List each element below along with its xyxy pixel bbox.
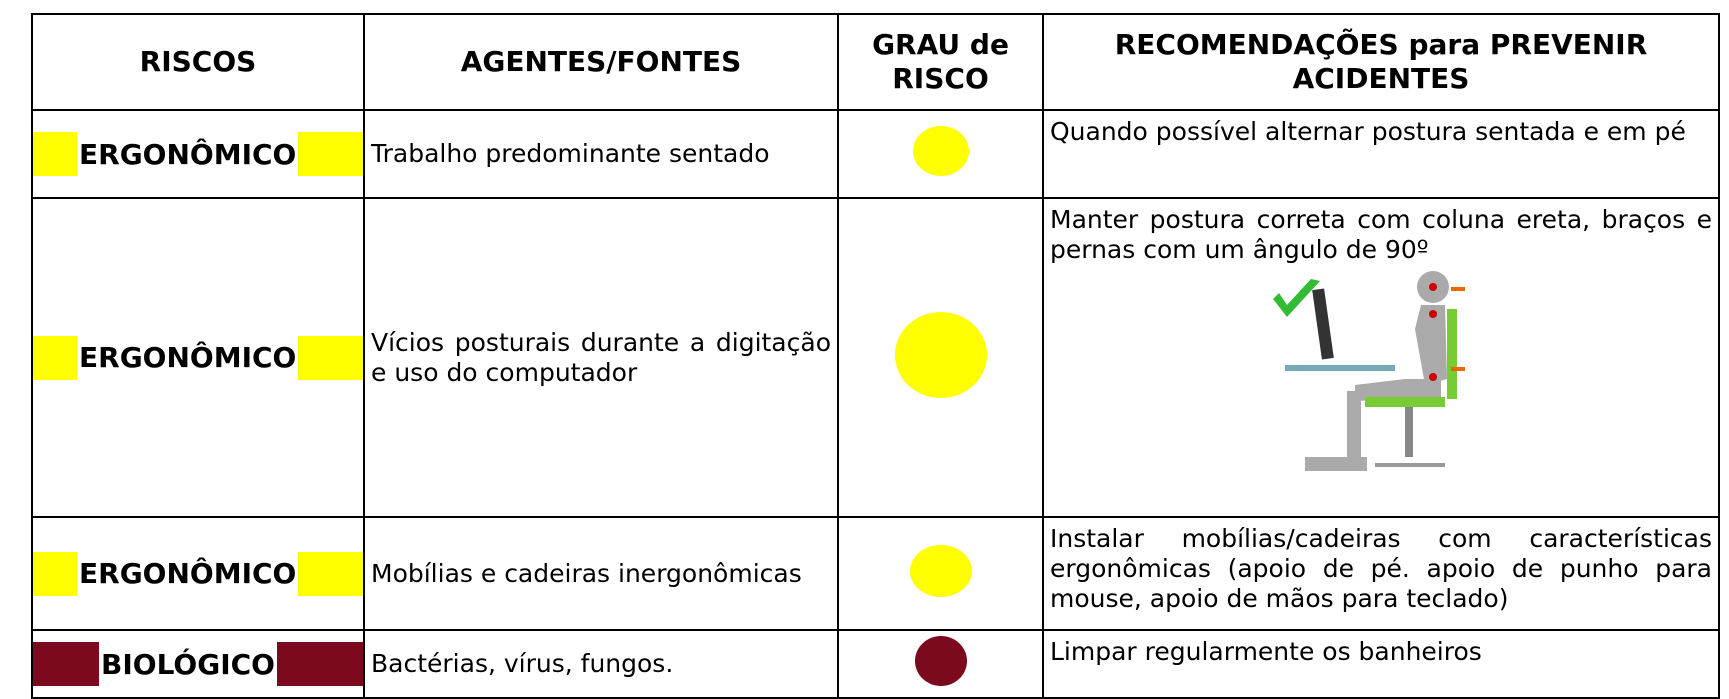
recommendation: Limpar regularmente os banheiros (1042, 629, 1720, 699)
risk-dot (914, 636, 967, 686)
risk: ERGONÔMICO (79, 341, 297, 374)
risk-table: RISCOS AGENTES/FONTES GRAU de RISCO RECO… (31, 13, 1720, 699)
risk: BIOLÓGICO (101, 647, 275, 681)
risk-highlight (33, 132, 77, 176)
header-cell: GRAU de RISCO (837, 13, 1044, 111)
agent: Vícios posturais durante a digitação e u… (363, 197, 839, 518)
risk-highlight (276, 642, 363, 686)
recommendation: Instalar mobílias/cadeiras com caracterí… (1042, 516, 1720, 631)
risk-highlight (33, 335, 77, 380)
header-cell: AGENTES/FONTES (363, 13, 839, 111)
risk: ERGONÔMICO (79, 557, 297, 590)
risk-highlight (298, 551, 363, 596)
recommendation: Quando possível alternar postura sentada… (1042, 109, 1720, 199)
risk-highlight (298, 132, 363, 176)
risk-dot (912, 126, 969, 176)
risk-highlight (33, 642, 99, 686)
agent: Mobílias e cadeiras inergonômicas (363, 516, 839, 631)
risk: ERGONÔMICO (79, 137, 297, 171)
posture-illustration (1273, 271, 1465, 471)
recommendation: Manter postura correta com coluna ereta,… (1050, 205, 1712, 264)
risk-dot (894, 311, 987, 398)
header-cell: RECOMENDAÇÕES para PREVENIR ACIDENTES (1042, 13, 1720, 111)
agent: Trabalho predominante sentado (363, 109, 839, 199)
risk-highlight (33, 551, 77, 596)
risk-highlight (298, 335, 363, 380)
agent: Bactérias, vírus, fungos. (363, 629, 839, 699)
risk-dot (909, 544, 972, 597)
header-cell: RISCOS (31, 13, 365, 111)
